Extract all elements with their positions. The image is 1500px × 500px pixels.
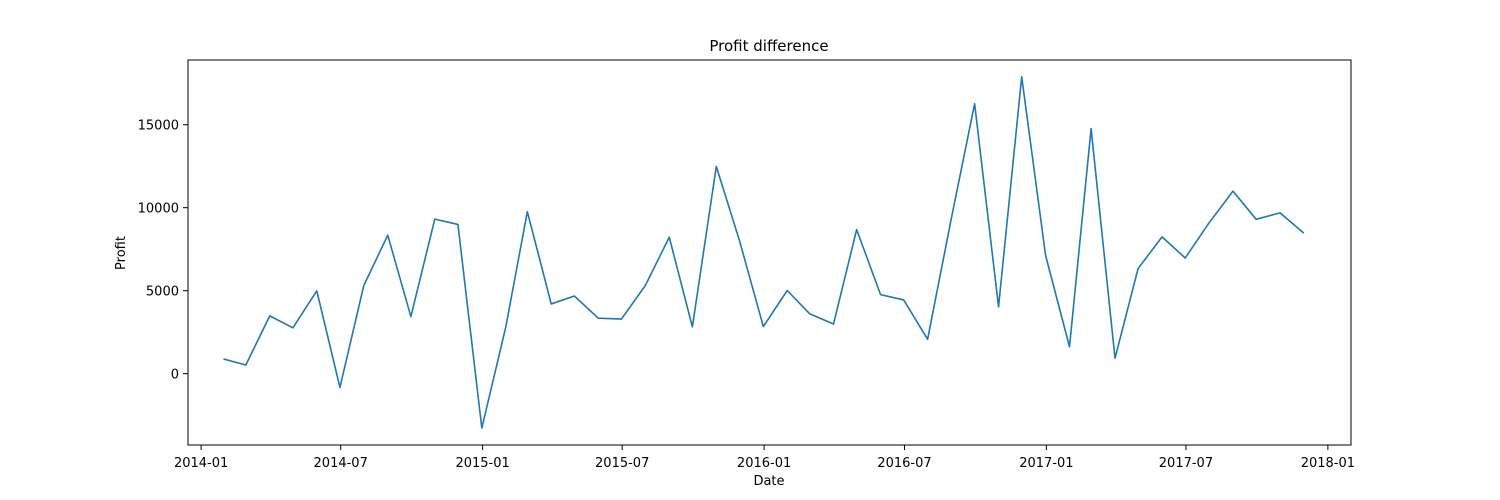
series-line-0 <box>223 75 1305 429</box>
x-tick-label: 2015-07 <box>595 456 649 471</box>
x-tick-label: 2018-01 <box>1301 456 1355 471</box>
plot-frame <box>187 59 1352 446</box>
y-tick-label: 15000 <box>138 119 179 134</box>
x-tick-label: 2017-01 <box>1019 456 1073 471</box>
chart-title: Profit difference <box>709 37 828 55</box>
x-tick-label: 2016-07 <box>877 456 931 471</box>
x-tick-label: 2017-07 <box>1159 456 1213 471</box>
y-axis-label: Profit <box>114 236 129 270</box>
x-tick-label: 2014-07 <box>314 456 368 471</box>
x-tick-label: 2014-01 <box>174 456 228 471</box>
y-tick-label: 0 <box>171 368 179 383</box>
x-axis-label: Date <box>753 474 784 489</box>
y-tick-label: 5000 <box>146 285 179 300</box>
y-tick-label: 10000 <box>138 202 179 217</box>
plot-area: 2014-01 2014-07 2015-01 2015-07 2016-01 2016-… <box>138 59 1355 471</box>
x-tick-label: 2015-01 <box>455 456 509 471</box>
x-tick-label: 2016-01 <box>737 456 791 471</box>
